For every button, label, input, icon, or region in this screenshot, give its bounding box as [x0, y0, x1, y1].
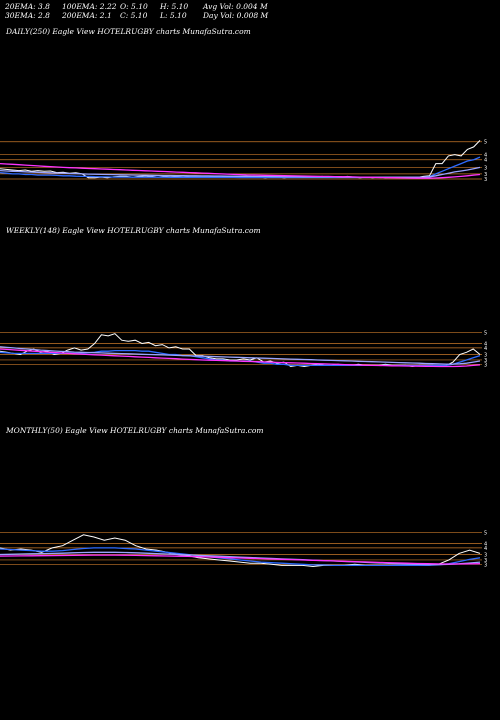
daily-tick-label: 4 — [484, 158, 487, 164]
day-volume: Day Vol: 0.008 M — [203, 11, 269, 20]
weekly-series-line — [0, 348, 481, 368]
weekly-tick-label: 5 — [484, 331, 487, 337]
monthly-series-line — [0, 547, 481, 567]
daily-tick-label: 3 — [484, 165, 487, 171]
close-value: C: 5.10 — [120, 11, 148, 20]
weekly-tick-label: 3 — [484, 358, 487, 364]
monthly-series-line — [0, 554, 481, 565]
weekly-panel-label: WEEKLY(148) Eagle View HOTELRUGBY charts… — [6, 226, 261, 235]
ema200-value: 200EMA: 2.1 — [62, 11, 112, 20]
monthly-panel-label: MONTHLY(50) Eagle View HOTELRUGBY charts… — [6, 426, 264, 435]
low-value: L: 5.10 — [160, 11, 187, 20]
monthly-tick-label: 4 — [484, 546, 487, 552]
daily-series-line — [0, 162, 481, 179]
monthly-tick-label: 3 — [484, 562, 487, 568]
ema100-value: 100EMA: 2.22 — [62, 2, 117, 11]
daily-series-line — [0, 166, 481, 178]
monthly-tick-label: 4 — [484, 542, 487, 548]
daily-panel-label: DAILY(250) Eagle View HOTELRUGBY charts … — [6, 27, 251, 36]
monthly-series-line — [0, 551, 481, 566]
weekly-tick-label: 4 — [484, 346, 487, 352]
daily-series-line — [0, 140, 481, 179]
monthly-tick-label: 3 — [484, 552, 487, 558]
open-value: O: 5.10 — [120, 2, 148, 11]
daily-tick-label: 3 — [484, 177, 487, 183]
weekly-tick-label: 4 — [484, 342, 487, 348]
weekly-tick-label: 3 — [484, 352, 487, 358]
monthly-tick-label: 5 — [484, 531, 487, 537]
avg-volume: Avg Vol: 0.004 M — [203, 2, 268, 11]
weekly-series-line — [0, 346, 481, 365]
header-stats: 20EMA: 3.8 30EMA: 2.8 100EMA: 2.22 200EM… — [0, 0, 500, 22]
weekly-tick-label: 3 — [484, 362, 487, 368]
daily-tick-label: 4 — [484, 153, 487, 159]
monthly-series-line — [0, 534, 481, 568]
monthly-tick-label: 3 — [484, 558, 487, 564]
daily-tick-label: 3 — [484, 172, 487, 178]
daily-tick-label: 5 — [484, 140, 487, 146]
ema20-value: 20EMA: 3.8 — [5, 2, 50, 11]
high-value: H: 5.10 — [160, 2, 189, 11]
ema30-value: 30EMA: 2.8 — [5, 11, 50, 20]
